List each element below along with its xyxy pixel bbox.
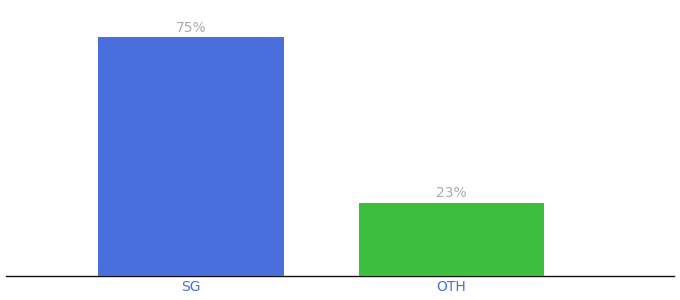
Bar bbox=[99, 37, 284, 276]
Bar bbox=[358, 202, 545, 276]
Text: 23%: 23% bbox=[436, 186, 466, 200]
Text: 75%: 75% bbox=[176, 21, 207, 35]
